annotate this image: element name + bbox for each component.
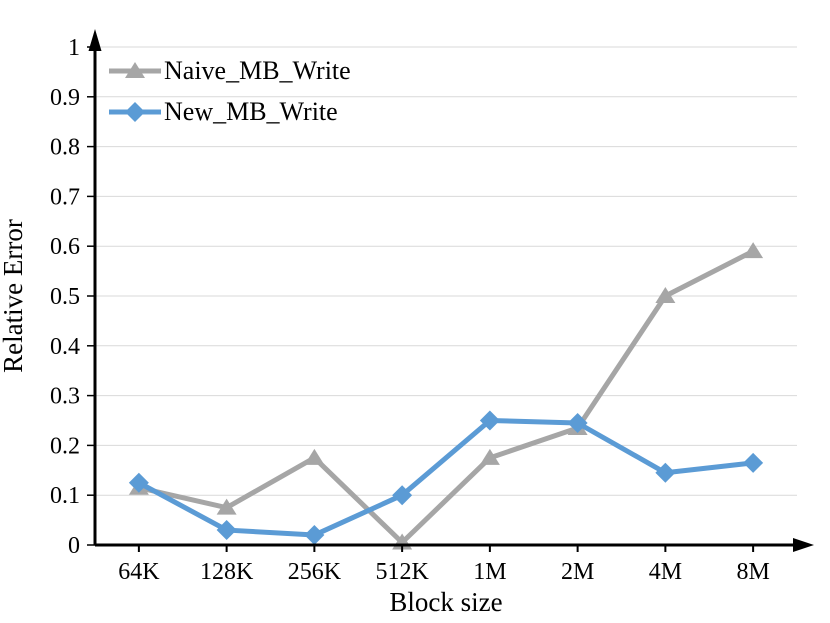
y-tick-label: 0.7 xyxy=(50,184,80,210)
data-point-marker xyxy=(392,485,413,506)
triangle-marker-icon xyxy=(109,61,161,78)
y-tick-label: 0.9 xyxy=(50,85,80,111)
data-point-marker xyxy=(655,287,676,303)
y-tick-label: 0.4 xyxy=(50,334,80,360)
y-axis-arrow-icon xyxy=(88,29,102,51)
series-layer xyxy=(128,242,764,550)
y-tick-label: 0.2 xyxy=(50,433,80,459)
y-tick-label: 1 xyxy=(68,35,80,61)
tick-labels: 0 0.1 0.2 0.3 0.4 0.5 0.6 0.7 0.8 0.9 1 64K 128K 256K… xyxy=(50,35,770,585)
x-tick-label: 8M xyxy=(736,559,769,585)
legend: Naive_MB_Write New_MB_Write xyxy=(108,50,351,132)
legend-item-naive-mb-write: Naive_MB_Write xyxy=(108,50,351,91)
x-axis-arrow-icon xyxy=(793,538,814,552)
data-point-marker xyxy=(479,410,500,431)
x-tick-label: 256K xyxy=(288,559,342,585)
diamond-marker-icon xyxy=(109,101,161,122)
y-tick-label: 0.1 xyxy=(50,483,80,509)
x-axis-title: Block size xyxy=(389,587,502,617)
x-tick-label: 2M xyxy=(561,559,594,585)
gridlines xyxy=(95,46,797,496)
legend-item-new-mb-write: New_MB_Write xyxy=(108,91,351,132)
axes xyxy=(87,29,814,552)
data-point-marker xyxy=(567,412,588,433)
x-tick-label: 1M xyxy=(473,559,506,585)
data-point-marker xyxy=(304,525,325,546)
x-tick-label: 4M xyxy=(649,559,682,585)
data-point-marker xyxy=(216,498,237,515)
y-tick-label: 0.6 xyxy=(50,234,80,260)
series-line-new_mb_write xyxy=(136,418,756,538)
y-tick-label: 0 xyxy=(68,533,80,559)
x-tick-label: 64K xyxy=(118,559,160,585)
y-tick-label: 0.3 xyxy=(50,384,80,410)
y-tick-label: 0.5 xyxy=(50,284,80,310)
data-point-marker xyxy=(479,448,500,465)
y-axis-title: Relative Error xyxy=(0,219,28,373)
data-point-marker xyxy=(216,520,237,541)
data-point-marker xyxy=(128,472,149,493)
y-tick-label: 0.8 xyxy=(50,135,80,161)
series-line-naive_mb_write xyxy=(136,248,756,546)
x-tick-label: 128K xyxy=(200,559,254,585)
data-point-marker xyxy=(655,462,676,483)
x-tick-label: 512K xyxy=(375,559,429,585)
legend-label: New_MB_Write xyxy=(164,96,338,126)
data-point-marker xyxy=(743,242,764,259)
data-point-marker xyxy=(304,448,325,465)
legend-label: Naive_MB_Write xyxy=(164,55,351,85)
data-point-marker xyxy=(743,452,764,473)
